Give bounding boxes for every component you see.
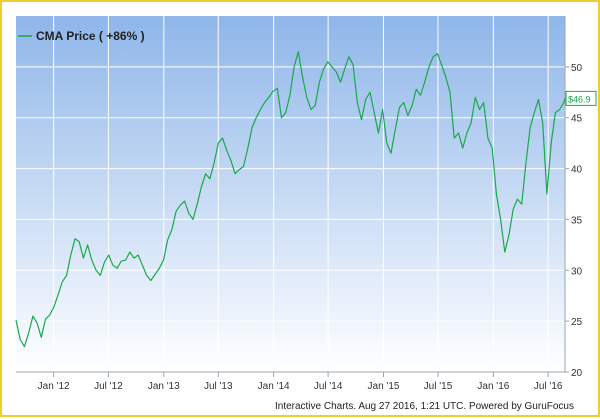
- y-tick-label: 50: [571, 63, 583, 74]
- y-tick-label: 25: [571, 317, 583, 328]
- x-tick-label: Jul '14: [314, 381, 343, 392]
- last-value-badge: $46.9: [565, 90, 597, 106]
- x-tick-label: Jan '14: [258, 381, 290, 392]
- y-axis: 20 25 30 35 40 45 50: [565, 63, 583, 379]
- legend-label: CMA Price ( +86% ): [36, 29, 145, 43]
- x-tick-label: Jul '15: [424, 381, 453, 392]
- x-axis: Jan '12 Jul '12 Jan '13 Jul '13 Jan '14 Jul '…: [38, 372, 563, 392]
- legend[interactable]: CMA Price ( +86% ): [18, 29, 145, 43]
- series-line-cma[interactable]: [15, 50, 566, 348]
- x-grid: [53, 16, 549, 372]
- x-tick-label: Jul '13: [204, 381, 233, 392]
- y-tick-label: 30: [571, 266, 583, 277]
- y-tick-label: 40: [571, 165, 583, 176]
- x-tick-label: Jul '12: [94, 381, 123, 392]
- y-tick-label: 20: [571, 368, 583, 379]
- x-tick-label: Jan '16: [477, 381, 509, 392]
- x-tick-label: Jan '15: [368, 381, 400, 392]
- x-tick-label: Jan '13: [148, 381, 180, 392]
- x-tick-label: Jul '16: [534, 381, 563, 392]
- last-value-label: $46.9: [568, 94, 591, 104]
- x-tick-label: Jan '12: [38, 381, 70, 392]
- footer-credit[interactable]: Interactive Charts. Aug 27 2016, 1:21 UT…: [275, 401, 574, 412]
- y-tick-label: 45: [571, 114, 583, 125]
- plot-area: [16, 16, 565, 372]
- y-tick-label: 35: [571, 215, 583, 226]
